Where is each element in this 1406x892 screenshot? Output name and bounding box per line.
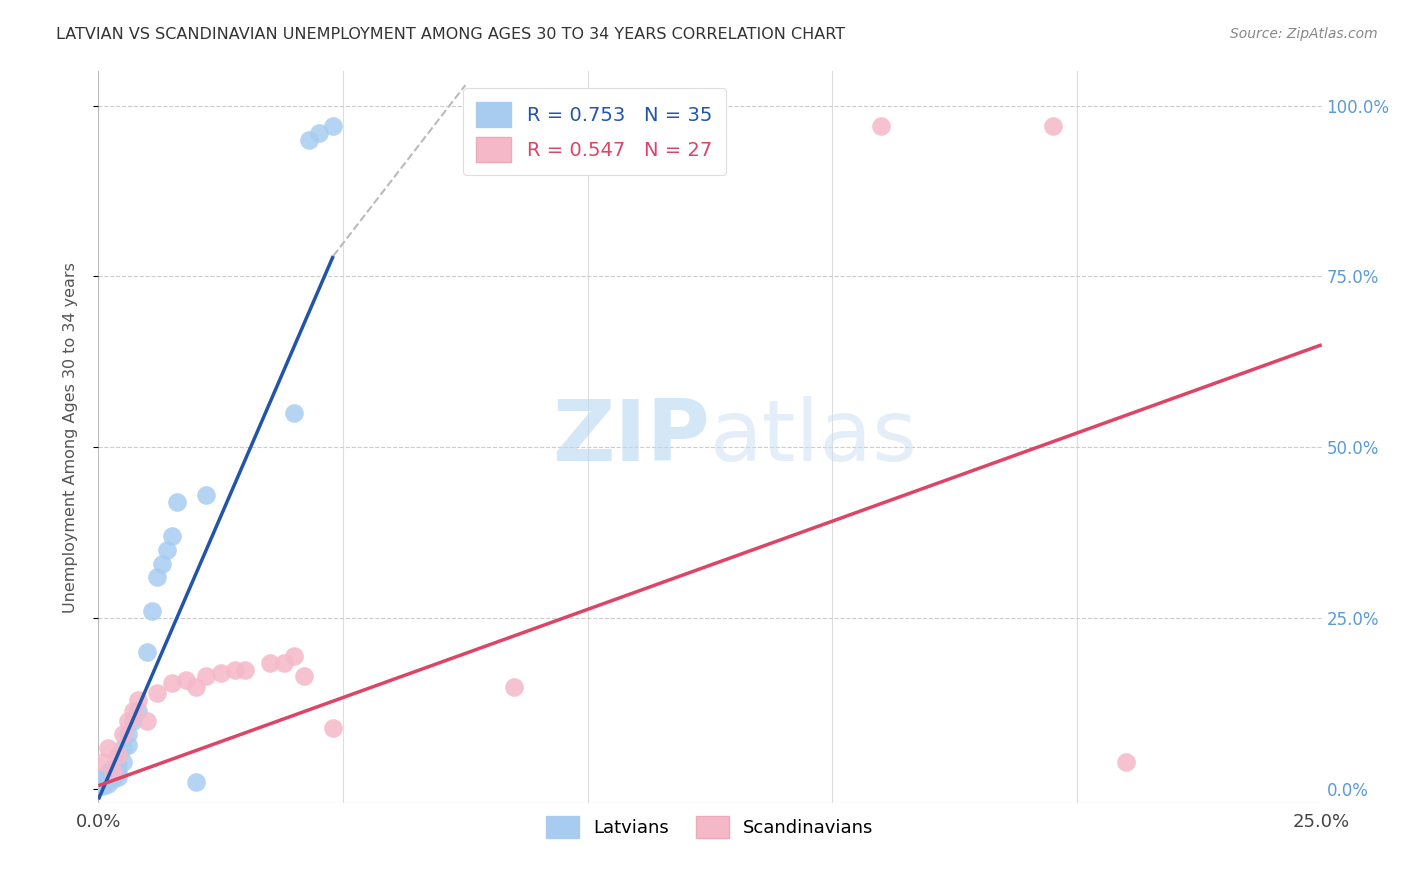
Text: LATVIAN VS SCANDINAVIAN UNEMPLOYMENT AMONG AGES 30 TO 34 YEARS CORRELATION CHART: LATVIAN VS SCANDINAVIAN UNEMPLOYMENT AMO… xyxy=(56,27,845,42)
Latvians xyxy=(298,133,321,147)
Scandinavians xyxy=(1042,119,1064,133)
Scandinavians xyxy=(292,669,315,683)
Scandinavians xyxy=(127,693,149,707)
Scandinavians xyxy=(576,119,599,133)
Latvians xyxy=(107,758,129,772)
Scandinavians xyxy=(97,741,120,756)
Scandinavians xyxy=(870,119,893,133)
Latvians xyxy=(283,406,305,420)
Latvians xyxy=(111,755,134,769)
Latvians xyxy=(186,775,208,789)
Scandinavians xyxy=(111,727,134,741)
Scandinavians xyxy=(209,665,232,680)
Latvians xyxy=(160,529,183,543)
Y-axis label: Unemployment Among Ages 30 to 34 years: Unemployment Among Ages 30 to 34 years xyxy=(63,261,77,613)
Latvians xyxy=(97,772,120,786)
Latvians xyxy=(150,557,173,571)
Scandinavians xyxy=(176,673,198,687)
Latvians xyxy=(91,777,114,791)
Text: atlas: atlas xyxy=(710,395,918,479)
Scandinavians xyxy=(273,656,295,670)
Latvians xyxy=(111,741,134,756)
Latvians xyxy=(121,714,143,728)
Scandinavians xyxy=(224,663,246,677)
Latvians xyxy=(91,772,114,786)
Latvians xyxy=(107,770,129,784)
Latvians xyxy=(117,727,139,741)
Scandinavians xyxy=(117,714,139,728)
Latvians xyxy=(322,119,344,133)
Latvians xyxy=(308,126,330,140)
Scandinavians xyxy=(283,648,305,663)
Scandinavians xyxy=(195,669,218,683)
Latvians xyxy=(146,570,169,584)
Latvians xyxy=(117,738,139,752)
Latvians xyxy=(136,645,159,659)
Latvians xyxy=(97,765,120,780)
Latvians xyxy=(91,775,114,789)
Scandinavians xyxy=(101,765,124,780)
Latvians xyxy=(97,768,120,782)
Scandinavians xyxy=(136,714,159,728)
Scandinavians xyxy=(186,680,208,694)
Scandinavians xyxy=(107,747,129,762)
Latvians xyxy=(156,542,179,557)
Latvians xyxy=(91,773,114,788)
Text: Source: ZipAtlas.com: Source: ZipAtlas.com xyxy=(1230,27,1378,41)
Latvians xyxy=(101,762,124,776)
Latvians xyxy=(195,488,218,502)
Scandinavians xyxy=(91,755,114,769)
Scandinavians xyxy=(233,663,256,677)
Scandinavians xyxy=(146,686,169,700)
Scandinavians xyxy=(160,676,183,690)
Legend: Latvians, Scandinavians: Latvians, Scandinavians xyxy=(540,808,880,845)
Scandinavians xyxy=(1115,755,1137,769)
Scandinavians xyxy=(322,721,344,735)
Text: ZIP: ZIP xyxy=(553,395,710,479)
Latvians xyxy=(101,772,124,786)
Latvians xyxy=(101,767,124,781)
Scandinavians xyxy=(121,704,143,718)
Latvians xyxy=(91,779,114,793)
Latvians xyxy=(97,777,120,791)
Scandinavians xyxy=(259,656,281,670)
Latvians xyxy=(127,704,149,718)
Latvians xyxy=(91,770,114,784)
Latvians xyxy=(107,765,129,780)
Latvians xyxy=(166,495,188,509)
Scandinavians xyxy=(503,680,526,694)
Latvians xyxy=(141,604,163,618)
